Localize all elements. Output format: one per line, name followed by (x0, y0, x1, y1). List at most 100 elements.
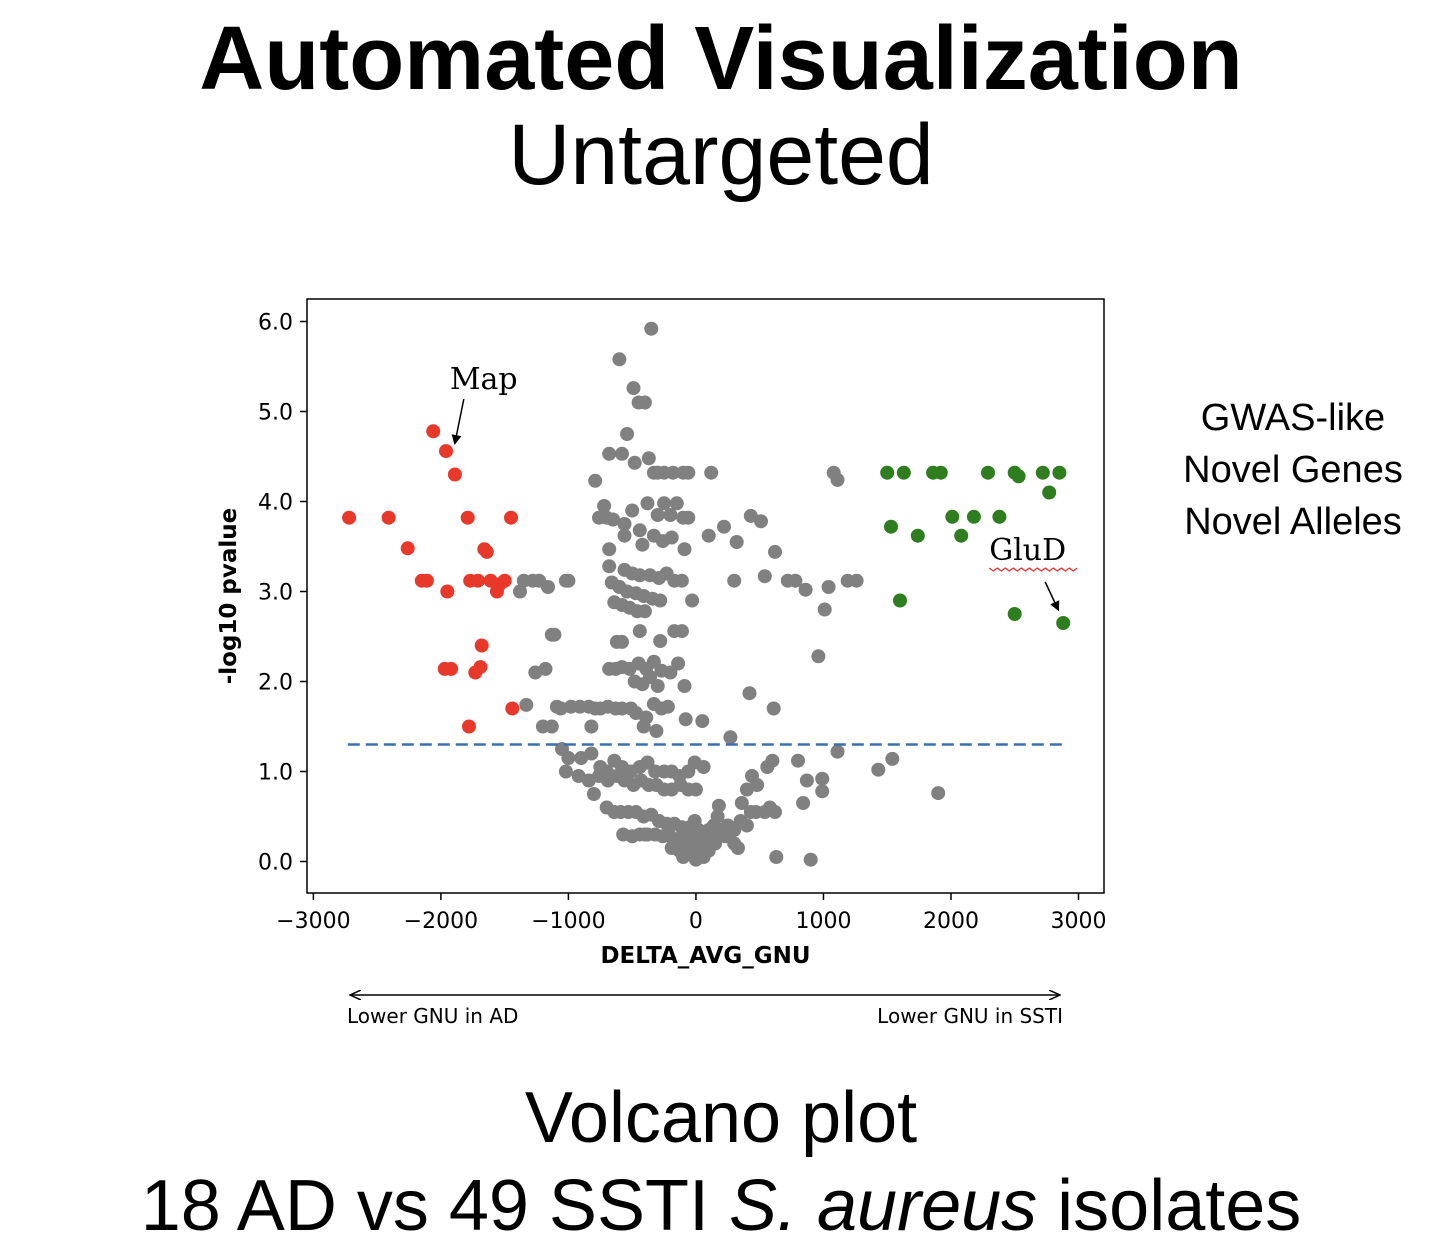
data-point (479, 544, 494, 559)
data-point (597, 499, 612, 513)
data-point (653, 634, 668, 648)
data-point (657, 496, 672, 511)
data-point (880, 465, 895, 480)
page-subtitle: Untargeted (508, 107, 934, 203)
data-point (558, 764, 573, 779)
data-point (584, 719, 599, 734)
data-point (544, 719, 559, 734)
side-note-genes: Novel Genes (1183, 449, 1403, 491)
data-point (516, 573, 531, 588)
data-point (636, 719, 651, 734)
data-point (381, 510, 396, 525)
data-point (681, 823, 696, 837)
data-point (731, 841, 745, 855)
caption-line-1: Volcano plot (524, 1078, 918, 1158)
data-point (439, 444, 453, 459)
data-point (711, 798, 726, 813)
y-tick-label: 1.0 (258, 761, 293, 786)
side-notes: GWAS-like Novel Genes Novel Alleles (1150, 392, 1436, 548)
x-axis-ticks: −3000 −2000 −1000 0 1000 2000 3000 (276, 893, 1106, 934)
data-point (742, 686, 757, 701)
data-point (660, 699, 675, 714)
data-point (788, 573, 803, 588)
data-point (849, 573, 864, 588)
data-point (462, 719, 476, 734)
y-tick-label: 4.0 (258, 491, 293, 516)
data-point (650, 508, 665, 522)
x-tick-label: 1000 (795, 909, 851, 934)
data-point (513, 584, 527, 599)
data-point (727, 573, 742, 588)
data-point (504, 510, 518, 525)
plot-frame (306, 298, 1105, 894)
spellcheck-underline (988, 567, 1078, 572)
data-point (768, 544, 782, 559)
data-point (768, 805, 782, 819)
data-point (460, 510, 475, 525)
direction-left-label: Lower GNU in AD (347, 1004, 518, 1028)
data-point (627, 455, 642, 470)
data-point (796, 796, 811, 810)
data-point (615, 446, 629, 461)
x-tick-label: 3000 (1050, 909, 1106, 934)
data-point (474, 638, 489, 653)
y-tick-label: 6.0 (258, 311, 293, 336)
data-point (765, 753, 780, 768)
data-point (896, 465, 911, 480)
data-point (811, 649, 826, 664)
data-point (440, 584, 455, 599)
data-point (602, 559, 617, 574)
data-point (617, 517, 632, 531)
data-point (729, 535, 744, 549)
data-point (617, 528, 632, 543)
data-point (561, 751, 576, 765)
data-point (541, 580, 555, 594)
y-tick-label: 2.0 (258, 671, 293, 696)
data-point (871, 762, 886, 777)
data-point (1042, 485, 1057, 500)
y-axis-label: -log10 pvalue (216, 508, 242, 685)
data-point (641, 451, 656, 466)
data-point (798, 582, 813, 597)
data-point (954, 528, 969, 543)
y-axis-ticks: 0.0 1.0 2.0 3.0 4.0 5.0 6.0 (258, 311, 307, 876)
data-point (885, 751, 900, 766)
data-point (632, 568, 647, 583)
y-tick-label: 0.0 (258, 851, 293, 876)
data-point (708, 836, 723, 851)
annotations: Map GluD (450, 362, 1078, 612)
data-point (644, 321, 659, 336)
data-point (1035, 465, 1050, 480)
data-point (447, 467, 462, 482)
data-point (584, 746, 599, 761)
data-point (933, 465, 948, 480)
caption-text-post: isolates (1037, 1166, 1302, 1246)
data-point (519, 697, 534, 712)
caption-species: S. aureus (728, 1166, 1038, 1246)
data-point (666, 465, 680, 480)
data-point (677, 679, 692, 693)
data-point (625, 503, 640, 518)
data-point (632, 523, 647, 538)
data-points (342, 321, 1071, 867)
data-point (678, 712, 693, 727)
data-point (821, 580, 836, 594)
data-point (676, 850, 691, 864)
data-point (649, 724, 664, 738)
data-point (669, 496, 684, 511)
data-point (931, 786, 946, 801)
x-tick-label: −3000 (276, 909, 350, 934)
data-point (505, 701, 520, 716)
data-point (685, 593, 700, 608)
data-point (799, 773, 814, 788)
caption-line-2: 18 AD vs 49 SSTI S. aureus isolates (0, 1170, 1442, 1242)
data-point (817, 602, 832, 617)
data-point (696, 760, 711, 774)
data-point (635, 537, 650, 552)
data-point (664, 530, 679, 545)
data-point (803, 852, 818, 867)
data-point (400, 541, 415, 556)
data-point (769, 850, 784, 864)
caption-text-pre: 18 AD vs 49 SSTI (140, 1166, 729, 1246)
